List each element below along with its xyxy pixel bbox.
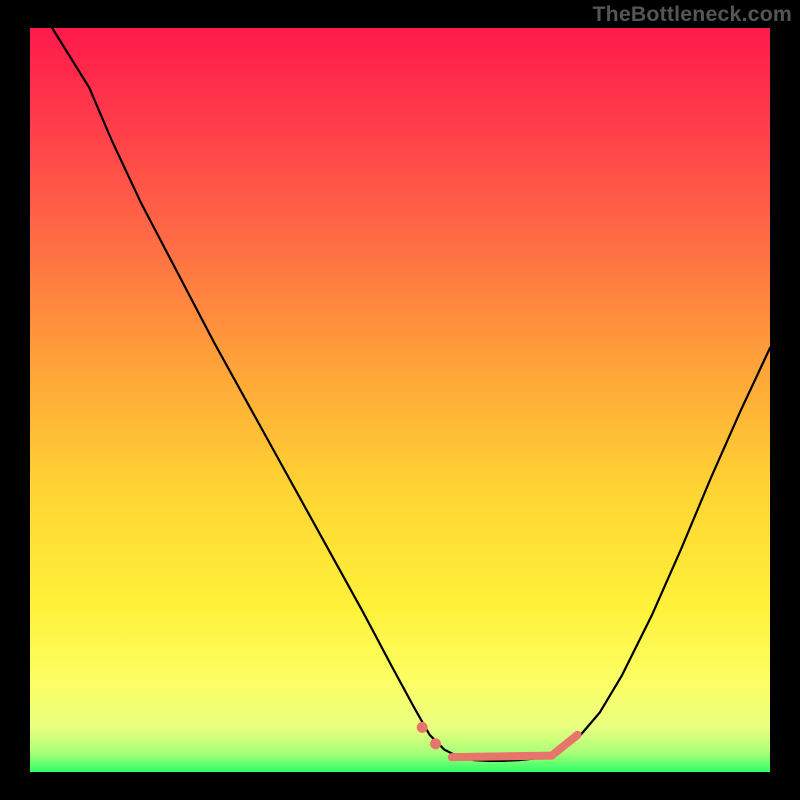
chart-overlay-svg xyxy=(30,28,770,772)
highlight-right-tail xyxy=(552,735,578,756)
plot-area xyxy=(30,28,770,772)
highlight-left-dot xyxy=(430,738,441,749)
highlight-flat-segment xyxy=(452,756,552,757)
bottleneck-curve xyxy=(52,28,770,761)
watermark-text: TheBottleneck.com xyxy=(592,2,792,27)
chart-container: TheBottleneck.com xyxy=(0,0,800,800)
highlight-left-dot xyxy=(417,722,428,733)
